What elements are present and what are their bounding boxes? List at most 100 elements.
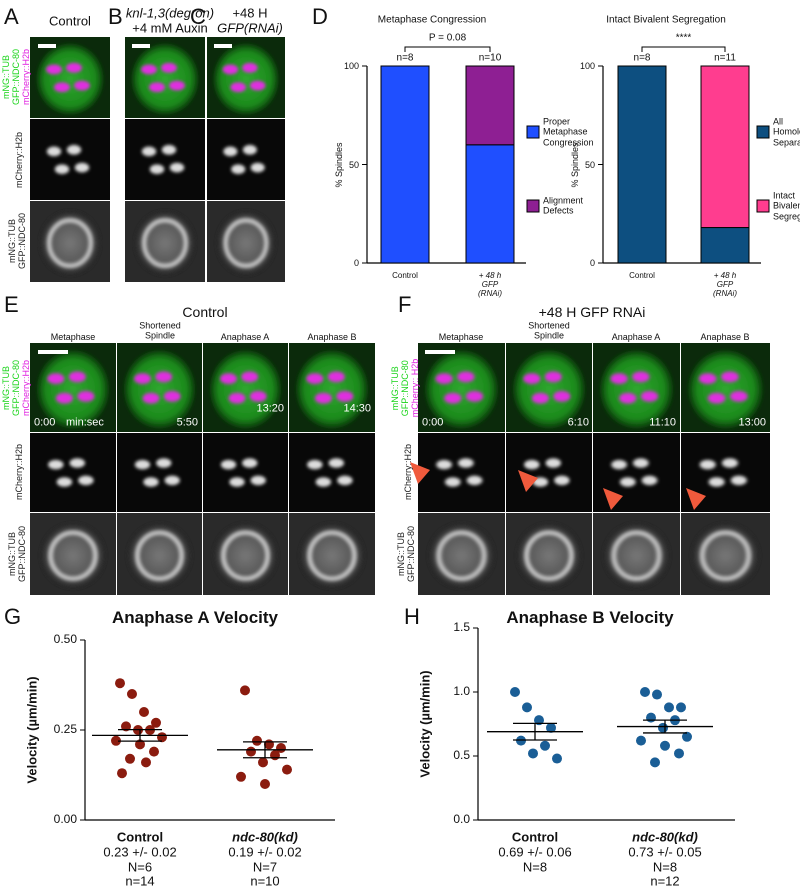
chart-title: Metaphase Congression: [377, 14, 487, 26]
timestamp: 6:10: [567, 416, 589, 429]
column-label: Shortened Spindle: [528, 320, 570, 341]
row-label: mNG::TUB GFP::NDC-80: [396, 525, 416, 583]
panel-title: GFP(RNAi): [217, 20, 283, 36]
data-point: [646, 712, 656, 723]
x-tick-label: ndc-80(kd): [232, 829, 298, 845]
micrograph: [30, 37, 110, 118]
time-unit: min:sec: [66, 416, 104, 429]
y-axis-label: % Spindles: [569, 141, 580, 188]
group-summary: 0.73 +/- 0.05: [628, 844, 702, 860]
chart-title: Anaphase A Velocity: [112, 608, 278, 628]
timestamp: 13:20: [256, 402, 284, 415]
x-tick-label: Control: [629, 271, 655, 280]
micrograph: [117, 433, 202, 512]
data-point: [660, 740, 670, 751]
data-point: [258, 757, 268, 768]
row-label: mNG::TUB GFP::NDC-80: [7, 525, 27, 583]
legend-swatch: [526, 199, 540, 213]
scale-bar: [425, 350, 455, 354]
channel-label: mCherry::H2b: [20, 359, 31, 417]
y-tick-label: 0.0: [453, 812, 470, 827]
data-point: [658, 722, 668, 733]
column-label: Anaphase A: [611, 331, 661, 342]
micrograph: [207, 201, 285, 282]
micrograph: [593, 433, 680, 512]
legend-swatch: [756, 125, 770, 139]
data-point: [270, 750, 280, 761]
y-tick-label: 1.0: [453, 684, 470, 699]
data-point: [676, 702, 686, 713]
data-point: [636, 735, 646, 746]
sample-size: n=12: [650, 873, 680, 889]
timestamp: 0:00: [34, 416, 56, 429]
micrograph: [593, 513, 680, 595]
channel-label: mNG::TUB GFP::NDC-80: [390, 359, 411, 417]
micrograph: [506, 513, 592, 595]
x-tick-label: ndc-80(kd): [632, 829, 698, 845]
data-point: [139, 707, 149, 717]
data-point: [117, 768, 127, 779]
y-tick-label: 0: [353, 257, 359, 268]
data-point: [650, 757, 660, 768]
group-summary: 0.69 +/- 0.06: [498, 844, 572, 860]
legend-label: Proper Metaphase Congression: [543, 116, 594, 148]
scale-bar: [38, 44, 56, 48]
channel-label: mNG::TUB GFP::NDC-80: [1, 359, 22, 417]
annotation: P = 0.08: [428, 32, 467, 44]
significance-bracket: [404, 46, 491, 52]
micrograph: [203, 343, 288, 432]
y-tick-label: 0.5: [453, 748, 470, 763]
sample-size: N=8: [522, 859, 548, 875]
panel-title: knl-1,3(degron): [125, 5, 215, 21]
panel-letter: G: [4, 604, 22, 629]
x-tick-label: Control: [511, 829, 559, 845]
legend-swatch: [526, 125, 540, 139]
channel-label: mCherry:: H2b: [409, 358, 420, 418]
scale-bar: [132, 44, 150, 48]
panel-letter: H: [404, 604, 420, 629]
x-tick-label: Control: [392, 271, 418, 280]
x-tick-label: + 48 h GFP (RNAi): [713, 271, 737, 299]
micrograph: [207, 37, 285, 118]
data-point: [127, 689, 137, 699]
panel-letter: C: [190, 4, 206, 29]
timestamp: 13:00: [738, 416, 766, 429]
micrograph: [418, 513, 505, 595]
row-label: mCherry::H2b: [403, 443, 414, 501]
scale-bar: [214, 44, 232, 48]
channel-label: mNG::TUB GFP::NDC-80: [1, 48, 22, 106]
panel-title: Control: [49, 13, 91, 29]
y-tick-label: 50: [348, 159, 359, 170]
arrowhead: [410, 462, 430, 484]
column-label: Shortened Spindle: [139, 320, 181, 341]
scale-bar: [38, 350, 68, 354]
n-label: n=8: [633, 52, 651, 64]
data-point: [125, 753, 135, 764]
n-label: n=10: [478, 52, 502, 64]
panel-letter: D: [312, 4, 328, 29]
legend-swatch: [756, 199, 770, 213]
y-tick-label: 100: [579, 60, 595, 71]
data-point: [522, 702, 532, 713]
bar-segment: [465, 65, 515, 146]
micrograph: [30, 433, 116, 512]
column-label: Anaphase B: [307, 331, 357, 342]
n-label: n=8: [396, 52, 414, 64]
data-point: [682, 731, 692, 742]
arrowhead: [518, 470, 538, 492]
data-point: [282, 764, 292, 775]
chart-title: Intact Bivalent Segregation: [606, 14, 726, 26]
column-label: Anaphase A: [220, 331, 270, 342]
micrograph: [207, 119, 285, 200]
y-axis-label: Velocity (µm/min): [417, 670, 433, 778]
data-point: [236, 771, 246, 782]
y-axis-label: Velocity (µm/min): [24, 676, 40, 784]
data-point: [252, 735, 262, 746]
bar-segment: [700, 227, 750, 264]
timestamp: 5:50: [176, 416, 198, 429]
significance-bracket: [641, 46, 726, 52]
sample-size: n=14: [125, 873, 155, 889]
bar-segment: [617, 65, 667, 264]
micrograph: [418, 433, 505, 512]
